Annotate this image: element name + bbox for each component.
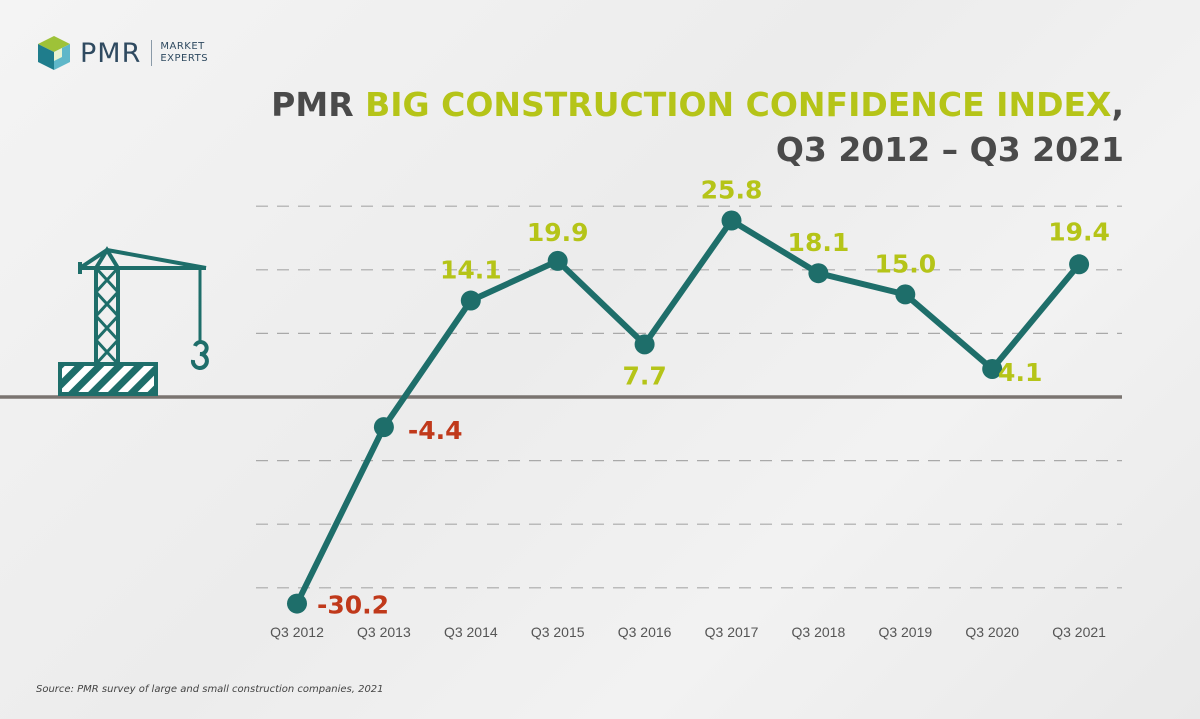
logo: PMR MARKET EXPERTS — [36, 34, 208, 72]
data-label: -30.2 — [317, 591, 389, 620]
data-point — [460, 290, 481, 311]
data-label: 15.0 — [874, 249, 936, 278]
data-points — [287, 210, 1090, 614]
data-point — [287, 593, 307, 614]
logo-tagline-line-2: EXPERTS — [160, 53, 209, 64]
data-point — [721, 210, 742, 231]
data-label: 19.9 — [527, 218, 589, 247]
title-prefix: PMR — [271, 85, 354, 124]
data-point — [1069, 254, 1090, 275]
data-label: 7.7 — [622, 361, 666, 390]
logo-divider — [151, 40, 153, 66]
data-point — [808, 263, 829, 284]
source-note: Source: PMR survey of large and small co… — [36, 684, 384, 695]
title-suffix: , — [1111, 85, 1124, 124]
chart-title: PMR BIG CONSTRUCTION CONFIDENCE INDEX, Q… — [271, 82, 1124, 172]
data-label: -4.4 — [408, 416, 463, 445]
data-label: 14.1 — [440, 256, 502, 285]
data-point — [982, 358, 1003, 379]
data-label: 4.1 — [998, 358, 1042, 387]
x-tick-label: Q3 2013 — [357, 624, 411, 640]
chart-title-line-1: PMR BIG CONSTRUCTION CONFIDENCE INDEX, — [271, 82, 1124, 127]
x-tick-label: Q3 2018 — [792, 624, 846, 640]
data-label: 25.8 — [701, 176, 763, 205]
title-accent: BIG CONSTRUCTION CONFIDENCE INDEX — [365, 85, 1112, 124]
x-tick-label: Q3 2012 — [270, 624, 324, 640]
series-line — [294, 217, 1083, 607]
data-point — [373, 417, 394, 438]
data-labels: -30.2 -4.4 14.1 19.9 7.7 25.8 18.1 15.0 4.1 19.4 — [317, 176, 1110, 620]
x-axis-ticks: Q3 2012 Q3 2013 Q3 2014 Q3 2015 Q3 2016 Q3 20… — [270, 624, 1106, 640]
x-tick-label: Q3 2017 — [705, 624, 759, 640]
x-tick-label: Q3 2020 — [965, 624, 1019, 640]
chart-title-line-2: Q3 2012 – Q3 2021 — [775, 130, 1124, 169]
logo-tagline-line-1: MARKET — [160, 41, 205, 52]
cube-logo-icon — [38, 36, 70, 70]
crane-icon — [58, 246, 209, 396]
x-tick-label: Q3 2021 — [1052, 624, 1106, 640]
x-tick-label: Q3 2015 — [531, 624, 585, 640]
logo-name: PMR — [80, 37, 142, 69]
logo-tagline: MARKET EXPERTS — [160, 41, 208, 65]
x-tick-label: Q3 2014 — [444, 624, 498, 640]
data-point — [895, 284, 916, 305]
grid-lines — [256, 205, 1122, 589]
x-tick-label: Q3 2019 — [878, 624, 932, 640]
x-tick-label: Q3 2016 — [618, 624, 672, 640]
data-point — [547, 250, 568, 271]
data-point — [634, 334, 655, 355]
data-label: 18.1 — [788, 228, 850, 257]
data-label: 19.4 — [1048, 217, 1110, 246]
